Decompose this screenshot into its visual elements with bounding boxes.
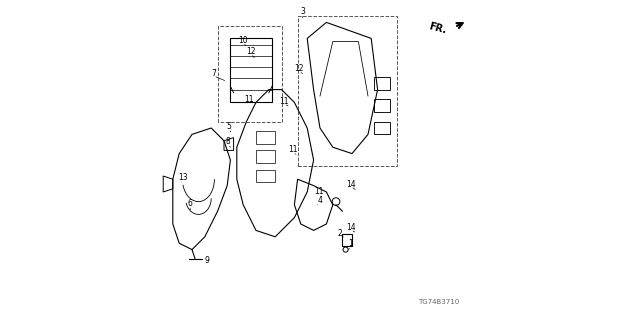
Text: 4: 4 <box>317 196 323 204</box>
Text: FR.: FR. <box>428 22 448 36</box>
Text: 9: 9 <box>205 256 210 265</box>
Text: 11: 11 <box>288 145 298 154</box>
Text: 11: 11 <box>314 188 324 196</box>
Text: TG74B3710: TG74B3710 <box>418 300 459 305</box>
Text: 6: 6 <box>187 199 192 208</box>
Text: 5: 5 <box>227 122 231 131</box>
Text: 8: 8 <box>226 137 230 146</box>
Text: 11: 11 <box>279 97 289 106</box>
Text: 1: 1 <box>348 239 353 248</box>
Text: 13: 13 <box>178 173 188 182</box>
Text: 10: 10 <box>237 36 248 44</box>
Text: 12: 12 <box>294 64 303 73</box>
Text: 14: 14 <box>346 223 356 232</box>
Text: 2: 2 <box>338 229 342 238</box>
Text: 11: 11 <box>244 95 253 104</box>
Text: 12: 12 <box>246 47 255 56</box>
Text: 7: 7 <box>211 69 216 78</box>
Text: 3: 3 <box>300 7 305 16</box>
Text: 14: 14 <box>346 180 356 188</box>
